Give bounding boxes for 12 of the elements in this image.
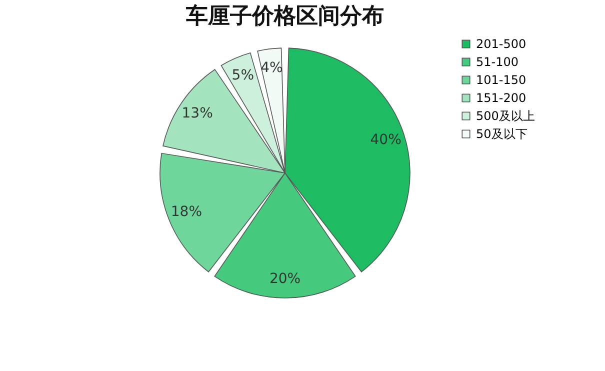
legend-label: 151-200: [476, 91, 526, 105]
data-label: 18%: [170, 204, 202, 220]
legend-label: 101-150: [476, 73, 526, 87]
data-label: 5%: [232, 68, 254, 84]
legend-label: 500及以上: [476, 109, 535, 123]
data-label: 20%: [269, 271, 301, 287]
legend-label: 50及以下: [476, 127, 528, 141]
legend-label: 51-100: [476, 55, 519, 69]
legend-label: 201-500: [476, 37, 526, 51]
chart-title: 车厘子价格区间分布: [185, 3, 384, 29]
data-label: 13%: [182, 105, 213, 122]
data-label: 40%: [370, 132, 402, 148]
